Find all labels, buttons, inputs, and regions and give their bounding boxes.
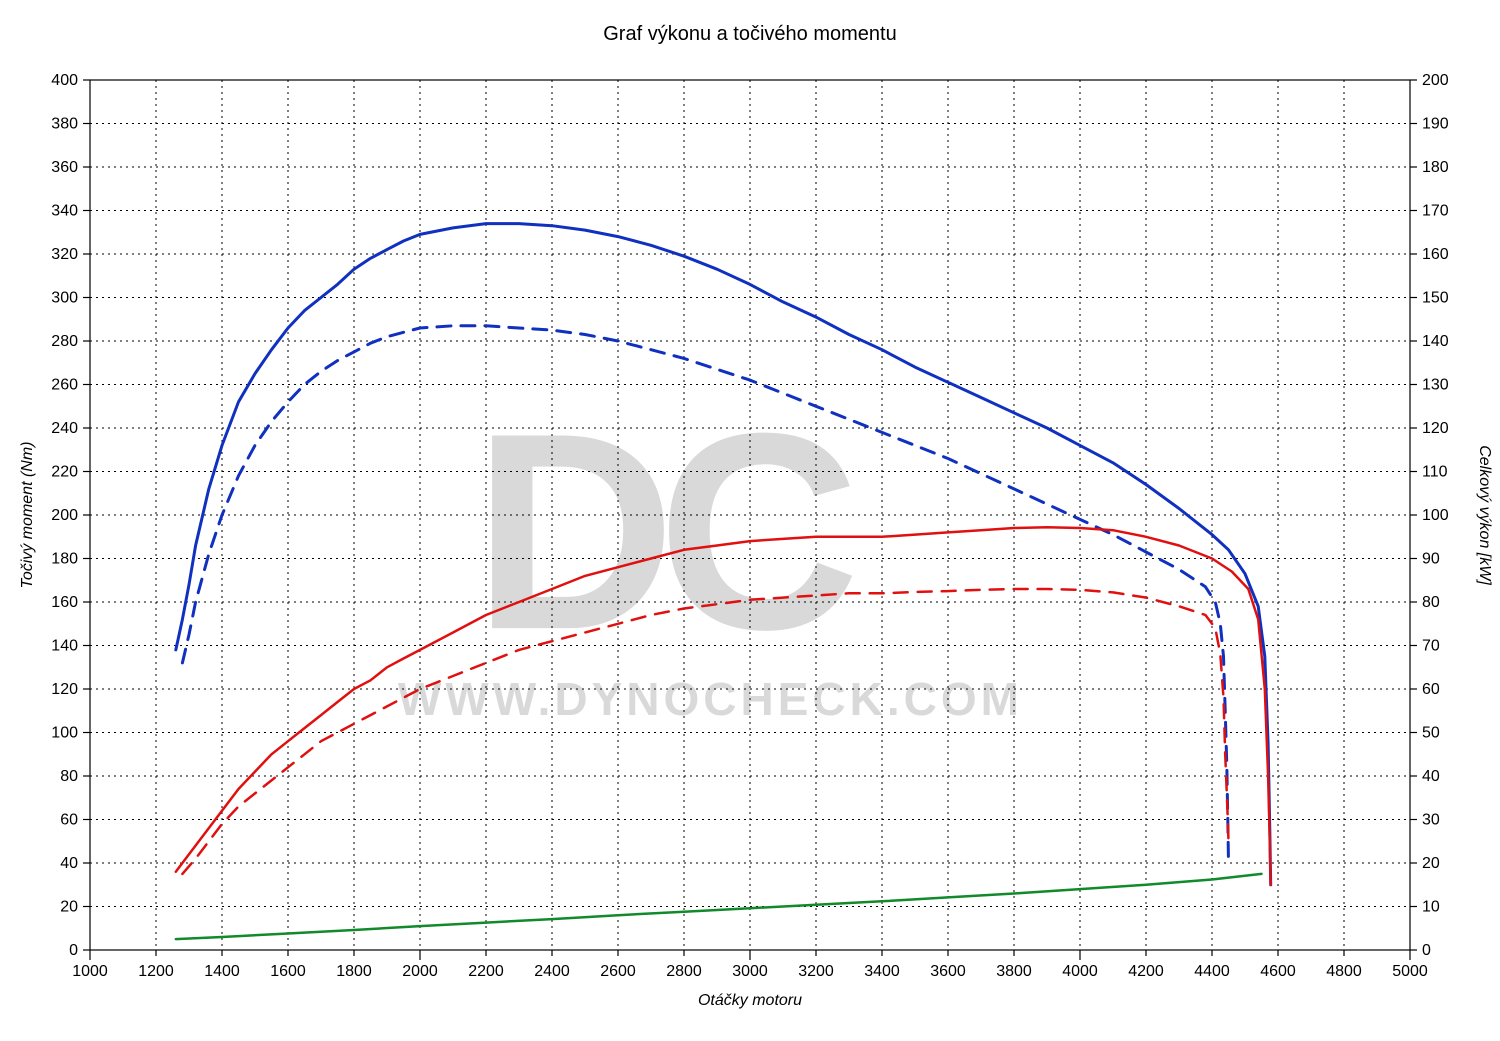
y-right-tick-label: 0	[1422, 942, 1431, 959]
y-right-tick-label: 80	[1422, 594, 1440, 611]
y-right-tick-label: 160	[1422, 246, 1449, 263]
y-left-tick-label: 40	[60, 855, 78, 872]
x-ticks: 1000 1200 1400 1600 1800 2000 2200 2400 2600 2800…	[72, 950, 1428, 980]
watermark-url: WWW.DYNOCHECK.COM	[398, 673, 1023, 725]
y-left-tick-label: 280	[51, 333, 78, 350]
grid	[90, 80, 1410, 950]
x-axis-label: Otáčky motoru	[698, 992, 802, 1009]
x-tick-label: 2000	[402, 963, 438, 980]
x-tick-label: 3600	[930, 963, 966, 980]
y-left-tick-label: 80	[60, 768, 78, 785]
x-tick-label: 3800	[996, 963, 1032, 980]
y-left-tick-label: 260	[51, 377, 78, 394]
y-left-tick-label: 340	[51, 203, 78, 220]
y-right-tick-label: 110	[1422, 464, 1448, 481]
x-tick-label: 4200	[1128, 963, 1164, 980]
x-tick-label: 4000	[1062, 963, 1098, 980]
x-tick-label: 2200	[468, 963, 504, 980]
x-tick-label: 3000	[732, 963, 768, 980]
y-right-tick-label: 10	[1422, 899, 1440, 916]
y-right-tick-label: 60	[1422, 681, 1440, 698]
x-tick-label: 4800	[1326, 963, 1362, 980]
x-tick-label: 4400	[1194, 963, 1230, 980]
x-tick-label: 3200	[798, 963, 834, 980]
chart-container: DCWWW.DYNOCHECK.COM100012001400160018002…	[0, 0, 1500, 1041]
x-tick-label: 2800	[666, 963, 702, 980]
y-right-tick-label: 180	[1422, 159, 1449, 176]
y-left-tick-label: 200	[51, 507, 78, 524]
y-right-tick-label: 100	[1422, 507, 1449, 524]
y-left-tick-label: 300	[51, 290, 78, 307]
chart-svg: DCWWW.DYNOCHECK.COM100012001400160018002…	[0, 0, 1500, 1041]
y-left-tick-label: 20	[60, 899, 78, 916]
y-right-tick-label: 50	[1422, 725, 1440, 742]
y-left-tick-label: 120	[51, 681, 78, 698]
y-right-tick-label: 70	[1422, 638, 1440, 655]
y-left-tick-label: 400	[51, 72, 78, 89]
y-left-ticks: 0 20 40 60 80 100 120 140 160 180 200 220 240 260 280 3…	[51, 72, 90, 959]
y-left-tick-label: 0	[69, 942, 78, 959]
x-tick-label: 4600	[1260, 963, 1296, 980]
y-right-tick-label: 190	[1422, 116, 1449, 133]
y-left-tick-label: 160	[51, 594, 78, 611]
y-left-tick-label: 60	[60, 812, 78, 829]
x-tick-label: 1600	[270, 963, 306, 980]
y-left-tick-label: 180	[51, 551, 78, 568]
y-right-tick-label: 120	[1422, 420, 1449, 437]
x-tick-label: 1200	[138, 963, 174, 980]
y-left-tick-label: 320	[51, 246, 78, 263]
x-tick-label: 3400	[864, 963, 900, 980]
y-right-tick-label: 150	[1422, 290, 1449, 307]
y-right-tick-label: 140	[1422, 333, 1449, 350]
x-tick-label: 1400	[204, 963, 240, 980]
x-tick-label: 2600	[600, 963, 636, 980]
y-right-tick-label: 90	[1422, 551, 1440, 568]
y-left-tick-label: 220	[51, 464, 78, 481]
watermark: DCWWW.DYNOCHECK.COM	[398, 376, 1023, 725]
y-left-axis-label: Točivý moment (Nm)	[19, 442, 36, 589]
y-right-tick-label: 130	[1422, 377, 1449, 394]
x-tick-label: 1800	[336, 963, 372, 980]
y-right-axis-label: Celkový výkon [kW]	[1476, 445, 1493, 585]
x-tick-label: 5000	[1392, 963, 1428, 980]
x-tick-label: 1000	[72, 963, 108, 980]
y-left-tick-label: 380	[51, 116, 78, 133]
y-right-tick-label: 170	[1422, 203, 1449, 220]
y-right-tick-label: 30	[1422, 812, 1440, 829]
y-right-tick-label: 20	[1422, 855, 1440, 872]
y-left-tick-label: 360	[51, 159, 78, 176]
y-right-tick-label: 200	[1422, 72, 1449, 89]
y-left-tick-label: 240	[51, 420, 78, 437]
watermark-logo: DC	[473, 376, 854, 688]
y-left-tick-label: 140	[51, 638, 78, 655]
y-left-tick-label: 100	[51, 725, 78, 742]
chart-title: Graf výkonu a točivého momentu	[603, 23, 896, 45]
x-tick-label: 2400	[534, 963, 570, 980]
y-right-ticks: 0 10 20 30 40 50 60 70 80 90 100 110 120 130 140 150 160…	[1410, 72, 1449, 959]
y-right-tick-label: 40	[1422, 768, 1440, 785]
